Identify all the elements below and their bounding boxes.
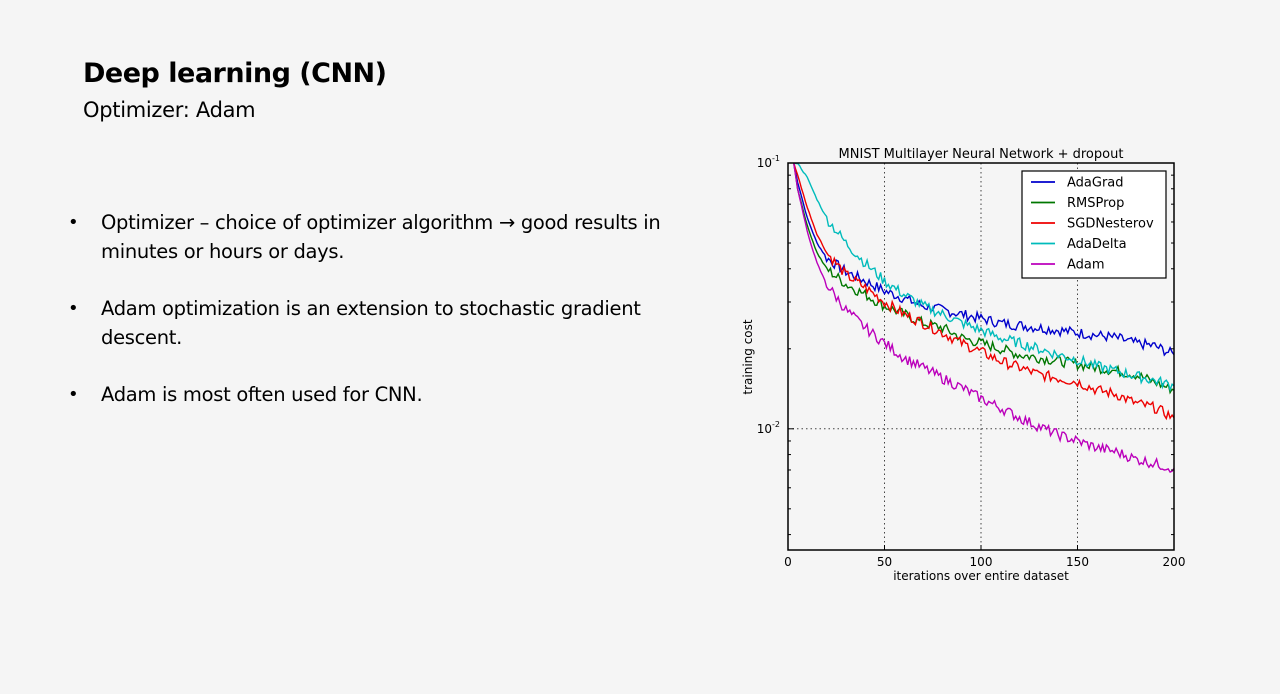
- x-tick-label: 0: [784, 555, 792, 569]
- x-tick-label: 200: [1163, 555, 1186, 569]
- bullet-dot: •: [68, 298, 79, 319]
- series-line-sgdnesterov: [793, 162, 1175, 421]
- bullet-line: descent.: [101, 326, 183, 349]
- x-tick-label: 100: [970, 555, 993, 569]
- bullet-item: • Adam is most often used for CNN.: [66, 380, 706, 409]
- series-line-rmsprop: [793, 163, 1175, 395]
- bullet-dot: •: [68, 212, 79, 233]
- slide-title: Deep learning (CNN): [83, 58, 387, 89]
- legend-label: Adam: [1067, 258, 1105, 273]
- chart-title: MNIST Multilayer Neural Network + dropou…: [839, 147, 1124, 162]
- tick-layer: 0 50 100 150 200 10-1 10-2: [757, 154, 1186, 569]
- y-tick-label: 10-2: [757, 420, 780, 436]
- legend-label: SGDNesterov: [1067, 217, 1154, 232]
- legend-label: RMSProp: [1067, 196, 1124, 211]
- x-tick-label: 150: [1066, 555, 1089, 569]
- y-tick-label: 10-1: [757, 154, 780, 170]
- chart-ylabel: training cost: [741, 319, 755, 394]
- chart-legend: AdaGrad RMSProp SGDNesterov AdaDelta Adam: [1021, 170, 1167, 279]
- bullet-item: • Optimizer – choice of optimizer algori…: [66, 208, 706, 266]
- bullet-line: Optimizer – choice of optimizer algorith…: [101, 211, 661, 234]
- series-line-adam: [793, 163, 1175, 473]
- legend-label: AdaDelta: [1067, 237, 1127, 252]
- chart-xlabel: iterations over entire dataset: [893, 569, 1069, 583]
- slide-subtitle: Optimizer: Adam: [83, 98, 256, 122]
- bullet-dot: •: [68, 384, 79, 405]
- series-line-adagrad: [793, 162, 1175, 357]
- legend-label: AdaGrad: [1067, 176, 1124, 191]
- bullet-list: • Optimizer – choice of optimizer algori…: [66, 208, 706, 437]
- legend-box: [1021, 170, 1167, 279]
- bullet-line: minutes or hours or days.: [101, 240, 345, 263]
- bullet-line: Adam is most often used for CNN.: [101, 383, 423, 406]
- bullet-item: • Adam optimization is an extension to s…: [66, 294, 706, 352]
- series-layer: [793, 162, 1175, 473]
- series-line-adadelta: [793, 162, 1175, 393]
- x-tick-label: 50: [877, 555, 892, 569]
- chart-svg: MNIST Multilayer Neural Network + dropou…: [735, 140, 1205, 590]
- training-cost-chart: MNIST Multilayer Neural Network + dropou…: [735, 140, 1205, 590]
- bullet-line: Adam optimization is an extension to sto…: [101, 297, 641, 320]
